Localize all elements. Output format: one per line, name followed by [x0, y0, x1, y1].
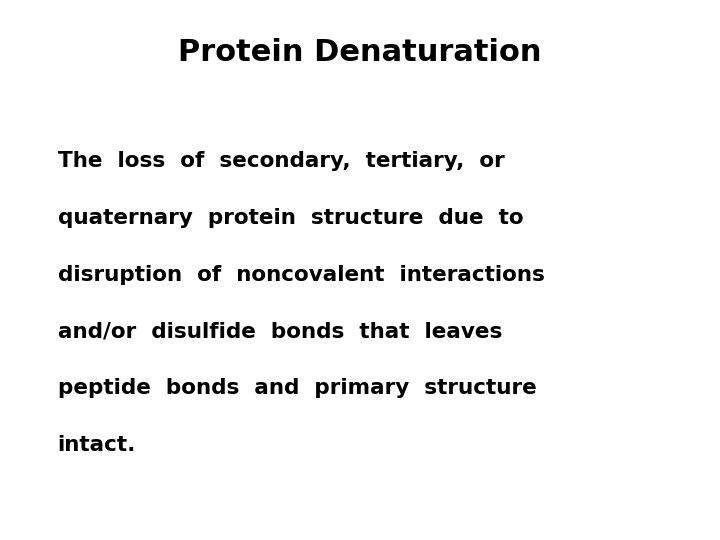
Text: disruption  of  noncovalent  interactions: disruption of noncovalent interactions	[58, 265, 544, 285]
Text: Protein Denaturation: Protein Denaturation	[179, 38, 541, 67]
Text: quaternary  protein  structure  due  to: quaternary protein structure due to	[58, 208, 523, 228]
Text: and/or  disulfide  bonds  that  leaves: and/or disulfide bonds that leaves	[58, 321, 502, 341]
Text: peptide  bonds  and  primary  structure: peptide bonds and primary structure	[58, 378, 536, 398]
Text: intact.: intact.	[58, 435, 136, 455]
Text: The  loss  of  secondary,  tertiary,  or: The loss of secondary, tertiary, or	[58, 151, 504, 171]
